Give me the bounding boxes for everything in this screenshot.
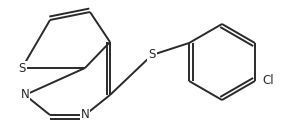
Text: N: N: [21, 89, 29, 102]
Text: S: S: [18, 62, 26, 75]
Text: S: S: [148, 48, 156, 62]
Text: N: N: [81, 109, 89, 122]
Text: Cl: Cl: [262, 75, 274, 87]
